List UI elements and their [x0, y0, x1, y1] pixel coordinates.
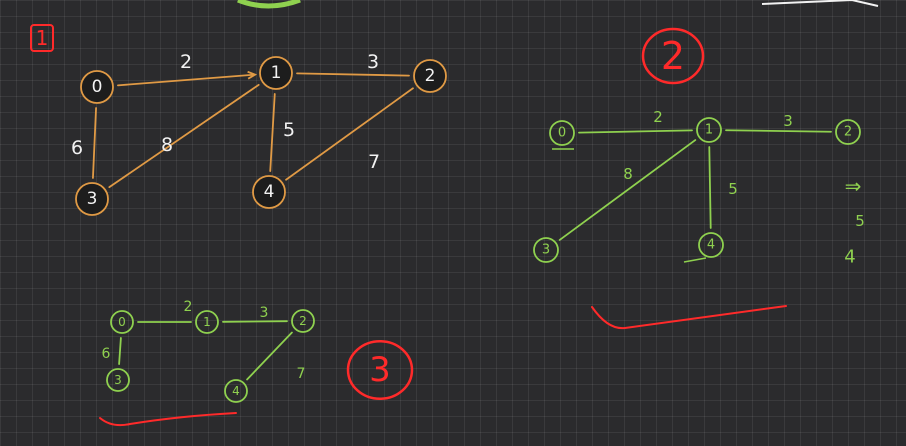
edge-weight: 6: [71, 137, 83, 159]
edge-0-1: [117, 73, 256, 87]
node-4: [224, 379, 248, 403]
node-label: 1: [203, 315, 211, 329]
node-label: 2: [844, 125, 852, 140]
node-label: 4: [264, 182, 275, 202]
edge-4-2: [246, 331, 293, 381]
node-label: 1: [705, 123, 713, 138]
top-white-mark: [761, 0, 879, 7]
node-4: [252, 175, 286, 209]
node-label: 1: [271, 63, 282, 83]
node-label: 4: [232, 384, 240, 398]
node-underline: [683, 257, 707, 263]
node-3: [533, 237, 559, 263]
section-label: 3: [369, 350, 391, 390]
node-label: 2: [299, 314, 307, 328]
edge-1-2: [725, 129, 832, 133]
edge-weight: 2: [180, 51, 192, 73]
edge-weight: 5: [283, 119, 295, 141]
top-green-mark: [237, 0, 301, 9]
node-label: 0: [558, 126, 566, 141]
side-note: 5: [855, 212, 865, 230]
node-1: [259, 56, 293, 90]
node-2: [291, 309, 315, 333]
edge-weight: 2: [653, 108, 663, 126]
red-underline: [99, 412, 237, 427]
node-label: 3: [87, 189, 98, 209]
edge-0-3: [118, 337, 122, 365]
edge-weight: 7: [368, 151, 380, 173]
node-2: [413, 59, 447, 93]
edge-0-1: [578, 129, 693, 134]
edge-0-3: [92, 107, 97, 179]
edge-1-4: [708, 146, 712, 229]
node-label: 0: [118, 315, 126, 329]
edge-weight: 8: [623, 165, 633, 183]
edge-1-2: [296, 72, 410, 77]
section-label-circle: [346, 339, 414, 401]
node-0: [549, 120, 575, 146]
edge-weight: 3: [260, 305, 269, 321]
node-1: [195, 310, 219, 334]
node-0: [110, 310, 134, 334]
node-1: [696, 117, 722, 143]
edge-4-2: [285, 87, 414, 181]
node-label: 3: [542, 243, 550, 258]
node-label: 2: [425, 66, 436, 86]
section-label-box: [30, 24, 54, 52]
edge-1-4: [269, 93, 276, 172]
section-label: 1: [36, 26, 49, 50]
edge-1-2: [222, 320, 288, 323]
node-label: 0: [92, 77, 103, 97]
node-4: [698, 232, 724, 258]
section-label-circle: [641, 27, 705, 85]
edge-weight: 3: [783, 112, 793, 130]
edge-arrow-icon: [247, 70, 258, 80]
node-2: [835, 119, 861, 145]
node-3: [75, 182, 109, 216]
node-0: [80, 70, 114, 104]
edge-3-1: [108, 83, 260, 189]
edge-weight: 5: [728, 180, 738, 198]
node-label: 4: [707, 238, 715, 253]
node-3: [106, 368, 130, 392]
side-note: 4: [844, 247, 855, 268]
edge-weight: 3: [367, 51, 379, 73]
section-label: 2: [661, 34, 685, 78]
edge-weight: 7: [297, 366, 306, 382]
edge-1-3: [558, 139, 697, 241]
side-note: ⇒: [845, 174, 862, 198]
node-label: 3: [114, 373, 122, 387]
edge-weight: 6: [102, 346, 111, 362]
edge-weight: 8: [161, 134, 173, 156]
red-underline: [591, 305, 787, 330]
edge-weight: 2: [184, 299, 193, 315]
